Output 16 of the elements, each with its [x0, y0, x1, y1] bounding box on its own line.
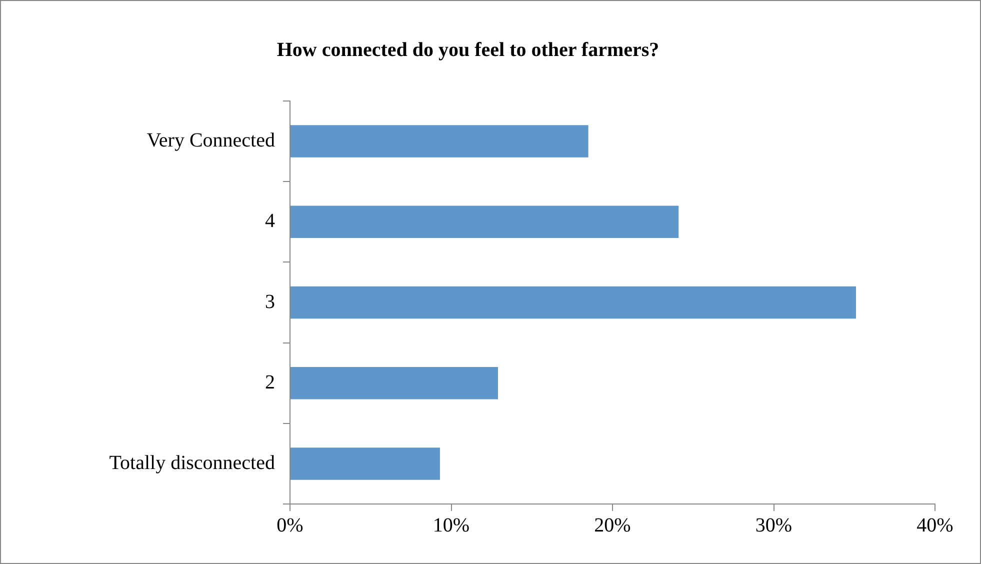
y-tick-label: 4	[265, 210, 275, 232]
bar	[290, 206, 679, 238]
chart-title: How connected do you feel to other farmers?	[276, 39, 660, 62]
x-tick-label: 0%	[276, 514, 304, 536]
x-tick-label: 20%	[594, 514, 631, 536]
bar	[290, 125, 588, 158]
y-tick-label: Very Connected	[146, 130, 275, 152]
bar	[290, 286, 856, 319]
x-tick-label: 40%	[916, 514, 954, 536]
bar	[290, 448, 440, 480]
y-tick-label: 3	[265, 290, 275, 313]
x-tick-label: 30%	[755, 514, 792, 536]
bar	[290, 366, 498, 400]
y-tick-label: 2	[265, 371, 275, 394]
x-tick-label: 10%	[432, 514, 470, 536]
y-tick-label: Totally disconnected	[109, 452, 275, 474]
